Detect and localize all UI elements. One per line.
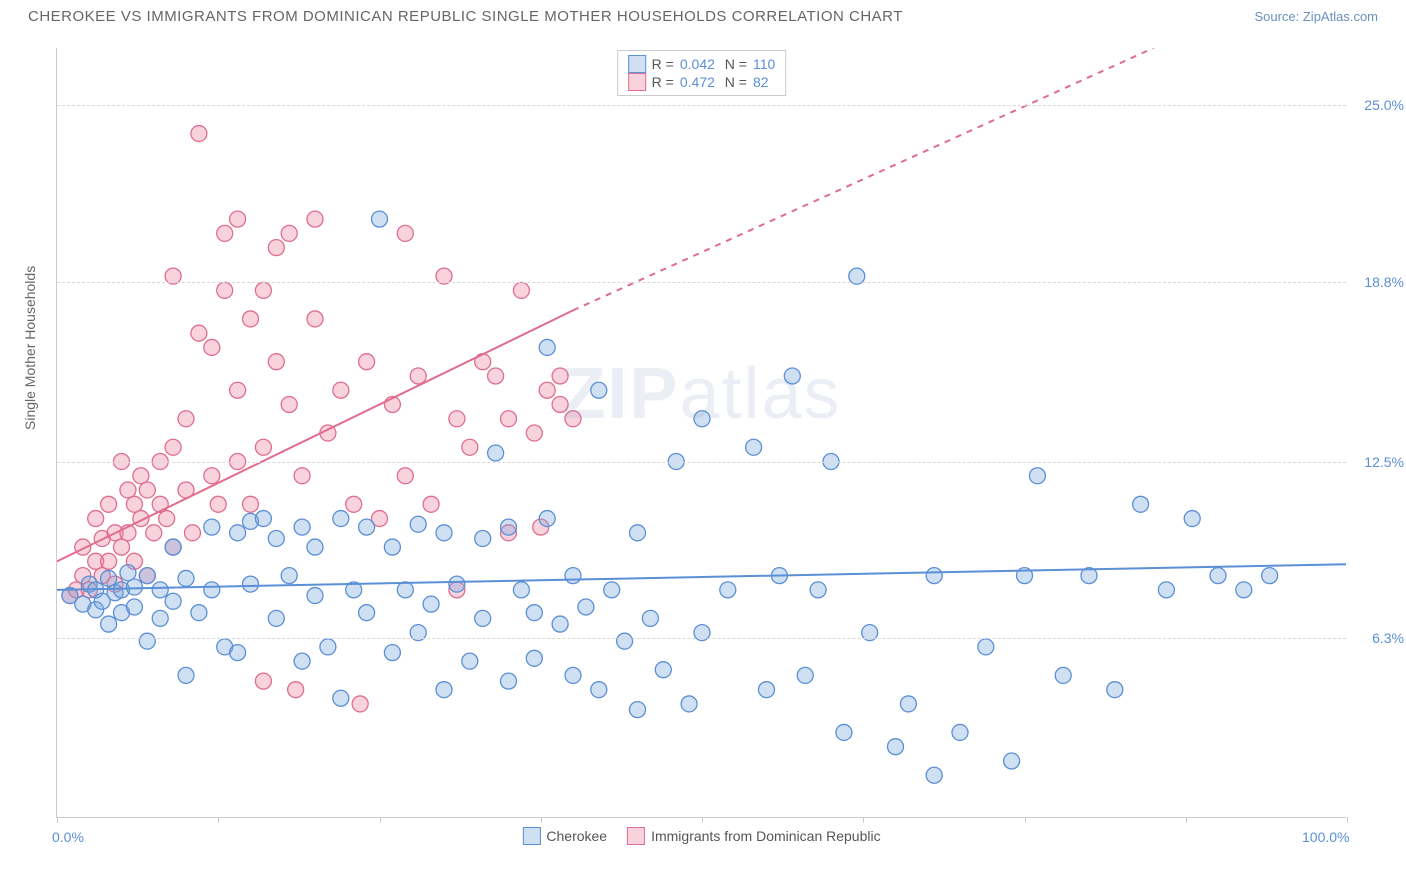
legend-label-dominican: Immigrants from Dominican Republic xyxy=(651,828,881,844)
gridline xyxy=(57,462,1346,463)
legend-row-dominican: R = 0.472 N = 82 xyxy=(628,73,776,91)
ytick-label: 25.0% xyxy=(1364,97,1404,113)
r-value-cherokee: 0.042 xyxy=(680,56,715,72)
ytick-label: 12.5% xyxy=(1364,454,1404,470)
ytick-label: 6.3% xyxy=(1372,630,1404,646)
legend-row-cherokee: R = 0.042 N = 110 xyxy=(628,55,776,73)
gridline xyxy=(57,638,1346,639)
xtick-label: 0.0% xyxy=(52,829,84,845)
chart-title: CHEROKEE VS IMMIGRANTS FROM DOMINICAN RE… xyxy=(28,8,903,25)
swatch-cherokee xyxy=(628,55,646,73)
source-attribution: Source: ZipAtlas.com xyxy=(1254,9,1378,24)
xtick xyxy=(57,817,58,823)
xtick xyxy=(863,817,864,823)
swatch-dominican-icon xyxy=(627,827,645,845)
n-value-cherokee: 110 xyxy=(753,56,775,72)
xtick xyxy=(702,817,703,823)
xtick xyxy=(1186,817,1187,823)
ytick-label: 18.8% xyxy=(1364,274,1404,290)
xtick xyxy=(541,817,542,823)
r-value-dominican: 0.472 xyxy=(680,74,715,90)
series-legend: Cherokee Immigrants from Dominican Repub… xyxy=(522,827,880,845)
xtick xyxy=(1347,817,1348,823)
y-axis-label: Single Mother Households xyxy=(22,266,38,430)
gridline xyxy=(57,282,1346,283)
xtick-label: 100.0% xyxy=(1302,829,1349,845)
swatch-cherokee-icon xyxy=(522,827,540,845)
plot-area: ZIPatlas R = 0.042 N = 110 R = 0.472 N =… xyxy=(56,48,1346,818)
xtick xyxy=(218,817,219,823)
legend-item-dominican: Immigrants from Dominican Republic xyxy=(627,827,881,845)
scatter-svg xyxy=(57,48,1346,817)
xtick xyxy=(380,817,381,823)
n-value-dominican: 82 xyxy=(753,74,769,90)
xtick xyxy=(1025,817,1026,823)
correlation-legend: R = 0.042 N = 110 R = 0.472 N = 82 xyxy=(617,50,787,96)
gridline xyxy=(57,105,1346,106)
legend-label-cherokee: Cherokee xyxy=(546,828,607,844)
legend-item-cherokee: Cherokee xyxy=(522,827,607,845)
swatch-dominican xyxy=(628,73,646,91)
